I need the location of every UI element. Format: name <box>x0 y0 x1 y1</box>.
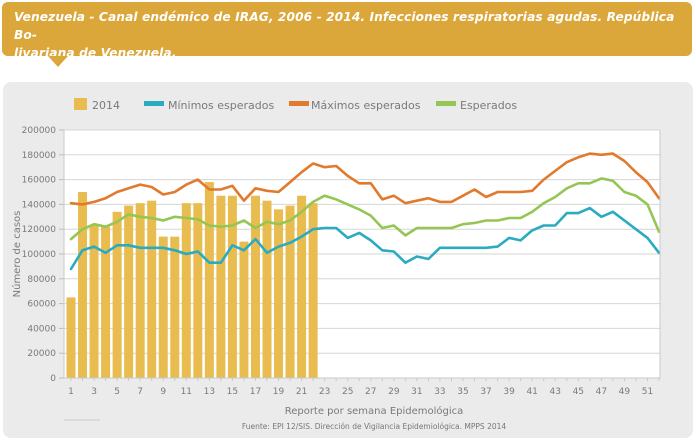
legend-swatch-2014 <box>74 98 87 110</box>
x-tick-label: 15 <box>227 387 238 397</box>
x-tick-label: 5 <box>114 387 120 397</box>
line-maximos-esperados <box>69 152 661 206</box>
legend-swatch-minimos <box>144 101 164 106</box>
x-tick-label: 23 <box>319 387 330 397</box>
y-tick-label: 80000 <box>27 275 56 285</box>
legend-swatch-maximos <box>289 101 309 106</box>
x-tick-label: 1 <box>68 387 74 397</box>
x-tick-label: 3 <box>91 387 97 397</box>
x-tick-label: 49 <box>619 387 631 397</box>
x-tick-label: 47 <box>596 387 607 397</box>
legend-label-minimos: Mínimos esperados <box>168 99 274 112</box>
bar-2014-week-2 <box>78 192 88 378</box>
x-tick-label: 7 <box>137 387 143 397</box>
bar-2014-week-5 <box>112 211 122 378</box>
bar-2014-week-1 <box>66 297 76 378</box>
bar-2014-week-16 <box>239 241 249 378</box>
x-tick-label: 17 <box>250 387 261 397</box>
bars-2014 <box>66 182 318 378</box>
x-tick-label: 41 <box>526 387 537 397</box>
y-tick-label: 200000 <box>22 126 57 136</box>
x-tick-label: 39 <box>503 387 515 397</box>
bar-2014-week-13 <box>204 182 214 378</box>
x-tick-label: 25 <box>342 387 353 397</box>
y-tick-label: 120000 <box>22 225 57 235</box>
legend: 2014 Mínimos esperados Máximos esperados… <box>74 98 517 112</box>
y-axis-ticks: 0 20000 40000 60000 80000 100000 120000 140000 1… <box>22 126 64 384</box>
bar-2014-week-6 <box>124 205 134 378</box>
line-minimos-esperados <box>69 206 661 271</box>
y-tick-label: 40000 <box>27 324 56 334</box>
bar-2014-week-8 <box>147 200 157 378</box>
x-tick-label: 33 <box>434 387 445 397</box>
x-tick-label: 21 <box>296 387 307 397</box>
legend-swatch-esperados <box>436 101 456 106</box>
bar-2014-week-9 <box>158 236 168 378</box>
bar-2014-week-15 <box>227 195 237 378</box>
y-axis-label: Número de casos <box>11 211 23 298</box>
bar-2014-week-14 <box>216 195 226 378</box>
bar-2014-week-3 <box>89 225 99 378</box>
bar-2014-week-4 <box>101 226 111 378</box>
source-note: Fuente: EPI 12/SIS. Dirección de Vigilan… <box>242 422 507 431</box>
bar-2014-week-11 <box>181 203 191 378</box>
bar-2014-week-10 <box>170 236 180 378</box>
x-tick-label: 27 <box>365 387 376 397</box>
chart-title-line-1: Venezuela - Canal endémico de IRAG, 2006… <box>14 10 675 42</box>
y-tick-label: 140000 <box>22 200 57 210</box>
chart-title-banner: Venezuela - Canal endémico de IRAG, 2006… <box>2 2 692 60</box>
x-tick-label: 11 <box>181 387 192 397</box>
y-tick-label: 160000 <box>22 176 57 186</box>
x-tick-label: 37 <box>480 387 491 397</box>
y-tick-label: 20000 <box>27 349 56 359</box>
bar-2014-week-17 <box>250 195 260 378</box>
bar-2014-week-22 <box>308 203 318 378</box>
y-tick-label: 180000 <box>22 151 57 161</box>
x-tick-label: 9 <box>160 387 166 397</box>
x-tick-label: 13 <box>204 387 215 397</box>
x-tick-label: 29 <box>388 387 400 397</box>
x-tick-label: 51 <box>642 387 653 397</box>
banner-pointer <box>48 56 68 67</box>
series-lines <box>69 152 661 271</box>
legend-label-maximos: Máximos esperados <box>311 99 421 112</box>
line-esperados <box>69 177 661 241</box>
y-tick-label: 60000 <box>27 300 56 310</box>
x-tick-label: 43 <box>550 387 561 397</box>
bar-2014-week-7 <box>135 203 145 378</box>
y-tick-label: 0 <box>50 374 56 384</box>
bar-2014-week-19 <box>274 209 284 378</box>
bar-2014-week-21 <box>297 195 307 378</box>
x-tick-label: 19 <box>273 387 285 397</box>
x-tick-label: 31 <box>411 387 422 397</box>
x-tick-label: 45 <box>573 387 584 397</box>
legend-label-2014: 2014 <box>92 99 120 112</box>
x-axis-ticks: 1 3 5 7 9 11 13 15 17 19 21 23 25 27 29 31 33 35 37 39 41 43 4… <box>68 378 660 397</box>
bar-2014-week-18 <box>262 200 272 378</box>
legend-label-esperados: Esperados <box>460 99 517 112</box>
x-axis-label: Reporte por semana Epidemológica <box>285 405 464 417</box>
y-tick-label: 100000 <box>22 250 57 260</box>
x-tick-label: 35 <box>457 387 468 397</box>
bar-2014-week-12 <box>193 203 203 378</box>
bar-2014-week-20 <box>285 205 295 378</box>
